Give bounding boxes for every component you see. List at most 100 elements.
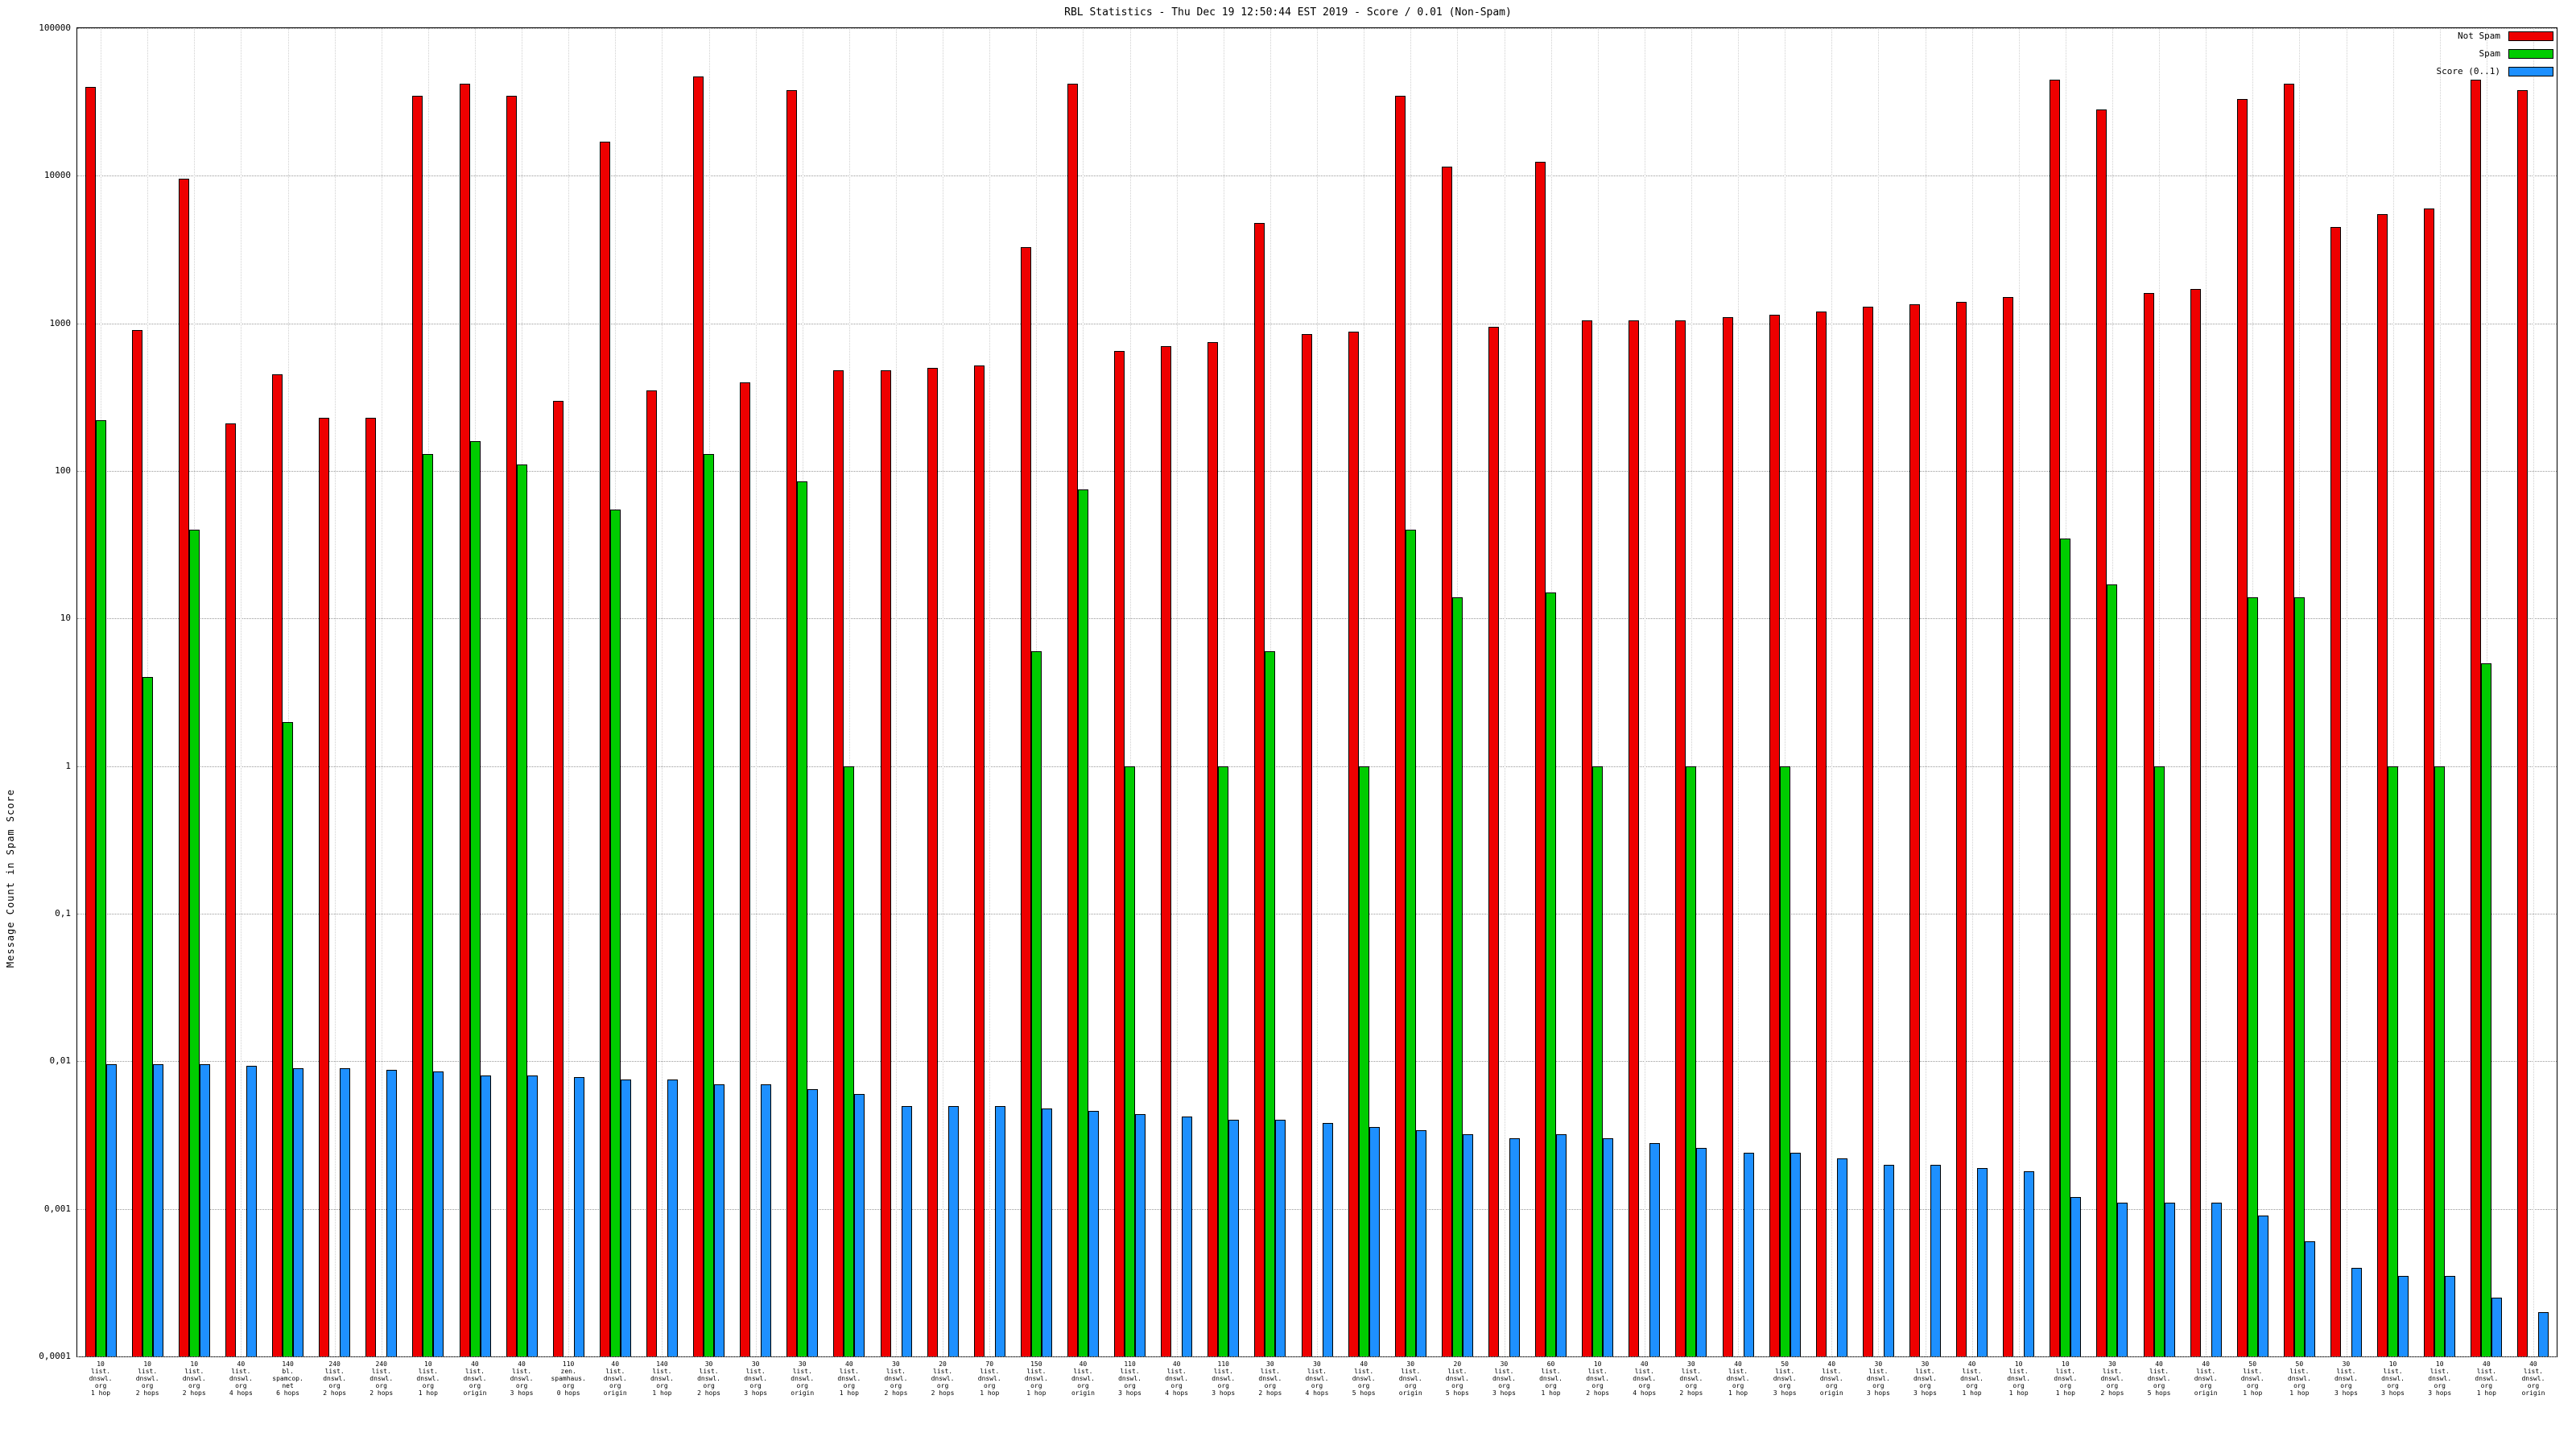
x-tick-label: 10 list. dnswl. org 2 hops [135, 1360, 159, 1397]
bar-not-spam [2236, 99, 2248, 1356]
x-tick-label: 140 bl. spamcop. net 6 hops [272, 1360, 303, 1397]
x-tick-label: 40 list. dnswl. org 5 hops [2147, 1360, 2171, 1397]
gridline-x [2439, 28, 2441, 1356]
bar-score-0-1- [2398, 1276, 2409, 1356]
x-tick-label: 40 list. dnswl. org origin [603, 1360, 627, 1397]
x-tick-label: 110 zen. spamhaus. org 0 hops [551, 1360, 586, 1397]
gridline-x [287, 28, 289, 1356]
bar-score-0-1- [2024, 1170, 2035, 1356]
gridline-x [2533, 28, 2534, 1356]
bar-not-spam [178, 179, 189, 1356]
bar-spam [1265, 651, 1276, 1356]
gridline-x [989, 28, 991, 1356]
bar-not-spam [1067, 84, 1078, 1356]
bar-score-0-1- [340, 1067, 351, 1356]
y-tick-label: 100 [55, 465, 71, 476]
bar-spam [423, 454, 434, 1356]
gridline-x [2159, 28, 2160, 1356]
x-tick-label: 30 list. dnswl. org 3 hops [2334, 1360, 2358, 1397]
bar-score-0-1- [2445, 1276, 2456, 1356]
x-tick-label: 40 list. dnswl. org 4 hops [229, 1360, 253, 1397]
y-tick-label: 0,01 [49, 1055, 72, 1067]
x-tick-label: 40 list. dnswl. org 3 hops [510, 1360, 534, 1397]
x-tick-label: 10 list. dnswl. org 1 hop [2007, 1360, 2031, 1397]
gridline-x [1176, 28, 1178, 1356]
y-tick-label: 0,1 [55, 908, 71, 919]
bar-score-0-1- [667, 1080, 678, 1356]
gridline-x [1878, 28, 1880, 1356]
bar-not-spam [786, 90, 798, 1356]
legend-swatch-score [2508, 66, 2553, 76]
x-tick-label: 140 list. dnswl. org 1 hop [650, 1360, 674, 1397]
bar-score-0-1- [1415, 1130, 1426, 1356]
gridline-x [568, 28, 570, 1356]
gridline-x [1971, 28, 1973, 1356]
x-tick-label: 40 list. dnswl. org origin [2521, 1360, 2545, 1397]
bar-spam [188, 530, 200, 1356]
bar-score-0-1- [901, 1105, 912, 1356]
bar-spam [142, 677, 153, 1356]
bar-score-0-1- [199, 1064, 210, 1356]
bar-score-0-1- [1368, 1126, 1380, 1356]
y-tick-label: 0,001 [43, 1203, 71, 1214]
bar-not-spam [1161, 346, 1172, 1356]
bar-spam [2107, 584, 2118, 1356]
x-tick-label: 150 list. dnswl. org 1 hop [1024, 1360, 1048, 1397]
bar-not-spam [1629, 320, 1640, 1356]
bar-spam [609, 509, 621, 1356]
bar-score-0-1- [1977, 1167, 1988, 1356]
bar-not-spam [1909, 303, 1920, 1356]
bar-not-spam [85, 87, 96, 1356]
x-tick-label: 40 list. dnswl. org origin [2194, 1360, 2218, 1397]
bar-spam [1546, 592, 1557, 1356]
x-tick-label: 30 list. dnswl. org origin [791, 1360, 815, 1397]
gridline-x [2392, 28, 2394, 1356]
bar-spam [283, 721, 293, 1356]
plot-area: 100000 10000 1000 100 10 1 0,1 0,01 0,001 0,0001 1… [39, 23, 2557, 1397]
bar-score-0-1- [2117, 1203, 2128, 1356]
bar-not-spam [319, 417, 330, 1356]
x-tick-label: 10 list. dnswl. org 1 hop [2054, 1360, 2078, 1397]
bar-not-spam [973, 365, 985, 1356]
x-tick-label: 110 list. dnswl. org 3 hops [1212, 1360, 1236, 1397]
bar-score-0-1- [1556, 1134, 1567, 1356]
legend-swatch-spam [2508, 48, 2553, 59]
x-tick-label: 110 list. dnswl. org 3 hops [1118, 1360, 1141, 1397]
y-tick-label: 1000 [49, 317, 72, 328]
x-tick-label: 240 list. dnswl. org 2 hops [323, 1360, 347, 1397]
gridline-x [2206, 28, 2207, 1356]
bar-spam [1218, 766, 1229, 1356]
gridline-x [1690, 28, 1692, 1356]
gridline-x [334, 28, 336, 1356]
x-tick-label: 40 list. dnswl. org 5 hops [1352, 1360, 1376, 1397]
gridline-x [2018, 28, 2020, 1356]
bar-score-0-1- [105, 1064, 117, 1356]
bar-score-0-1- [1041, 1108, 1052, 1356]
x-tick-label: 10 list. dnswl. org 1 hop [89, 1360, 113, 1397]
bar-spam [1405, 530, 1416, 1356]
y-tick-label: 1 [65, 760, 71, 771]
bar-score-0-1- [1743, 1153, 1754, 1356]
x-tick-label: 30 list. dnswl. org 2 hops [884, 1360, 908, 1397]
x-tick-label: 60 list. dnswl. org 1 hop [1539, 1360, 1563, 1397]
x-tick-label: 10 list. dnswl. org 1 hop [416, 1360, 440, 1397]
bar-score-0-1- [1182, 1117, 1193, 1356]
bar-score-0-1- [994, 1105, 1005, 1356]
gridline-y [77, 1356, 2557, 1357]
bar-not-spam [2330, 226, 2341, 1356]
bar-score-0-1- [854, 1094, 865, 1356]
bar-not-spam [1956, 301, 1967, 1356]
y-tick-label: 0,0001 [39, 1351, 71, 1361]
gridline-x [848, 28, 850, 1356]
x-tick-label: 30 list. dnswl. org 2 hops [697, 1360, 720, 1397]
bar-score-0-1- [2211, 1203, 2222, 1356]
x-tick-label: 70 list. dnswl. org 1 hop [977, 1360, 1001, 1397]
x-tick-label: 30 list. dnswl. org 2 hops [1679, 1360, 1703, 1397]
bar-spam [844, 766, 855, 1356]
bar-not-spam [2190, 289, 2201, 1356]
x-tick-label: 40 list. dnswl. org 4 hops [1633, 1360, 1657, 1397]
y-tick-label: 10000 [43, 170, 71, 181]
x-tick-label: 40 list. dnswl. org 1 hop [2475, 1360, 2499, 1397]
bar-not-spam [1208, 341, 1219, 1356]
bar-score-0-1- [1696, 1147, 1707, 1356]
